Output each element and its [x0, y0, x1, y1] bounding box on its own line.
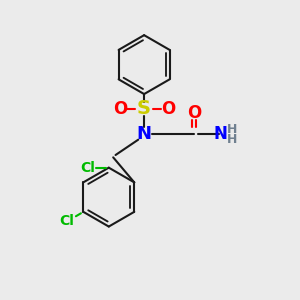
Text: Cl: Cl	[60, 214, 74, 228]
Text: O: O	[161, 100, 176, 118]
Text: O: O	[113, 100, 127, 118]
Text: Cl: Cl	[81, 161, 96, 175]
Text: H: H	[227, 133, 237, 146]
Text: S: S	[137, 99, 151, 118]
Text: N: N	[136, 125, 152, 143]
Text: H: H	[227, 123, 237, 136]
Text: O: O	[187, 103, 201, 122]
Text: N: N	[214, 125, 228, 143]
